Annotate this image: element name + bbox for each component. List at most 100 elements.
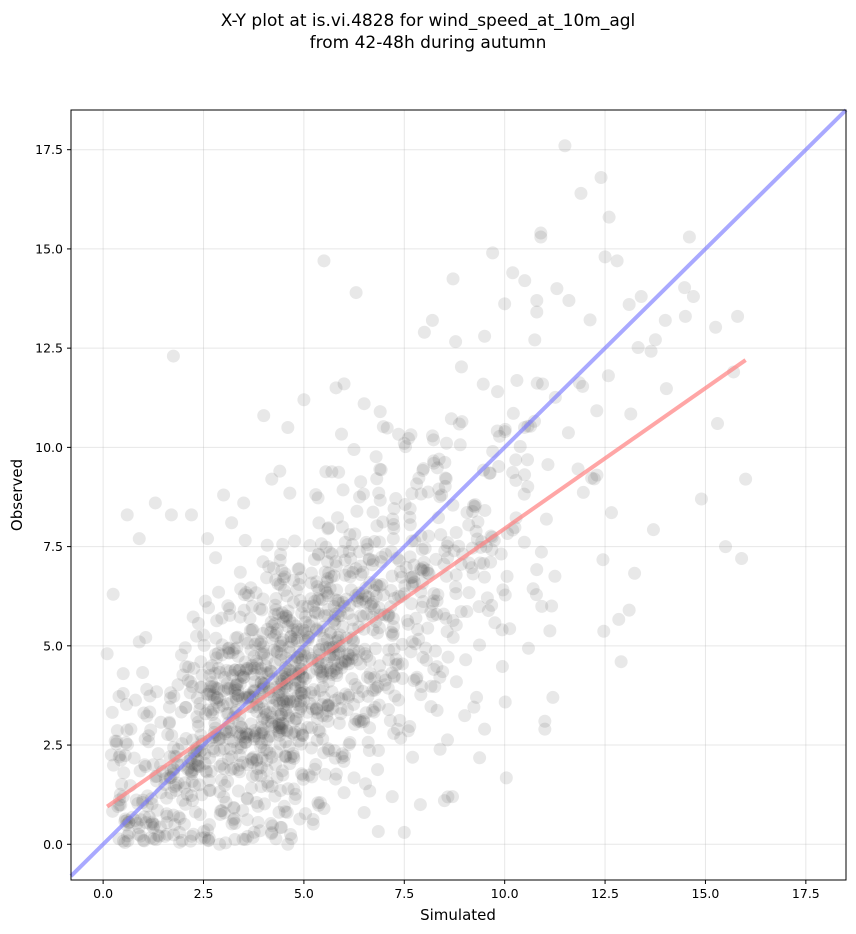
scatter-point [361,537,375,551]
scatter-point [393,713,407,727]
scatter-point [334,701,348,715]
scatter-point [477,570,491,584]
scatter-point [426,609,440,623]
scatter-point [415,543,429,557]
scatter-point [238,632,252,646]
scatter-point [137,706,151,720]
scatter-point [265,827,279,841]
scatter-point [265,711,279,725]
scatter-point [406,750,420,764]
scatter-point [317,746,331,760]
scatter-point [158,829,172,843]
scatter-point [354,568,368,582]
scatter-point [330,583,344,597]
scatter-point [217,684,231,698]
scatter-point [316,732,330,746]
scatter-point [221,681,235,695]
scatter-point [597,624,611,638]
scatter-point [220,663,234,677]
scatter-point [305,614,319,628]
scatter-point [218,778,232,792]
scatter-point [298,649,312,663]
scatter-point [534,230,548,244]
scatter-point [399,440,413,454]
scatter-point [438,471,452,485]
scatter-point [191,715,205,729]
scatter-point [358,642,372,656]
scatter-point [469,524,483,538]
scatter-point [247,667,261,681]
scatter-point [339,687,353,701]
scatter-point [278,749,292,763]
scatter-point [184,834,198,848]
scatter-point [237,670,251,684]
scatter-point [188,758,202,772]
scatter-point [368,671,382,685]
scatter-point [301,720,315,734]
scatter-point [528,333,542,347]
scatter-point [358,647,372,661]
scatter-point [449,675,463,689]
scatter-point [190,629,204,643]
scatter-point [403,502,417,516]
scatter-point [208,666,222,680]
scatter-point [360,649,374,663]
scatter-point [245,752,259,766]
scatter-point [331,658,345,672]
scatter-point [363,784,377,798]
scatter-point [296,728,310,742]
scatter-point [254,761,268,775]
scatter-point [129,793,143,807]
scatter-point [223,608,237,622]
scatter-point [233,749,247,763]
scatter-point [109,737,123,751]
scatter-point [244,581,258,595]
scatter-point [312,798,326,812]
scatter-point [269,626,283,640]
scatter-point [356,565,370,579]
scatter-point [247,732,261,746]
scatter-point [257,743,271,757]
scatter-point [250,654,264,668]
scatter-point [390,722,404,736]
scatter-point [331,646,345,660]
scatter-point [305,770,319,784]
scatter-point [280,692,294,706]
scatter-point [278,805,292,819]
scatter-point [194,680,208,694]
scatter-point [610,254,624,268]
scatter-point [310,701,324,715]
scatter-point [160,827,174,841]
scatter-point [313,725,327,739]
scatter-point [160,816,174,830]
scatter-point [240,813,254,827]
scatter-point [257,409,271,423]
scatter-point [404,428,418,442]
scatter-point [212,732,226,746]
scatter-point [236,671,250,685]
scatter-point [280,805,294,819]
scatter-point [215,611,229,625]
scatter-point [312,516,326,530]
scatter-point [356,487,370,501]
scatter-point [250,795,264,809]
scatter-point [325,667,339,681]
scatter-point [197,824,211,838]
scatter-point [361,735,375,749]
scatter-point [594,170,608,184]
scatter-point [250,753,264,767]
scatter-point [356,610,370,624]
scatter-point [417,555,431,569]
scatter-point [260,763,274,777]
scatter-point [231,784,245,798]
scatter-point [254,736,268,750]
scatter-point [274,547,288,561]
x-tick-label: 12.5 [591,886,619,901]
scatter-point [226,813,240,827]
scatter-point [288,792,302,806]
scatter-point [223,742,237,756]
scatter-point [270,645,284,659]
scatter-point [234,669,248,683]
scatter-point [301,705,315,719]
